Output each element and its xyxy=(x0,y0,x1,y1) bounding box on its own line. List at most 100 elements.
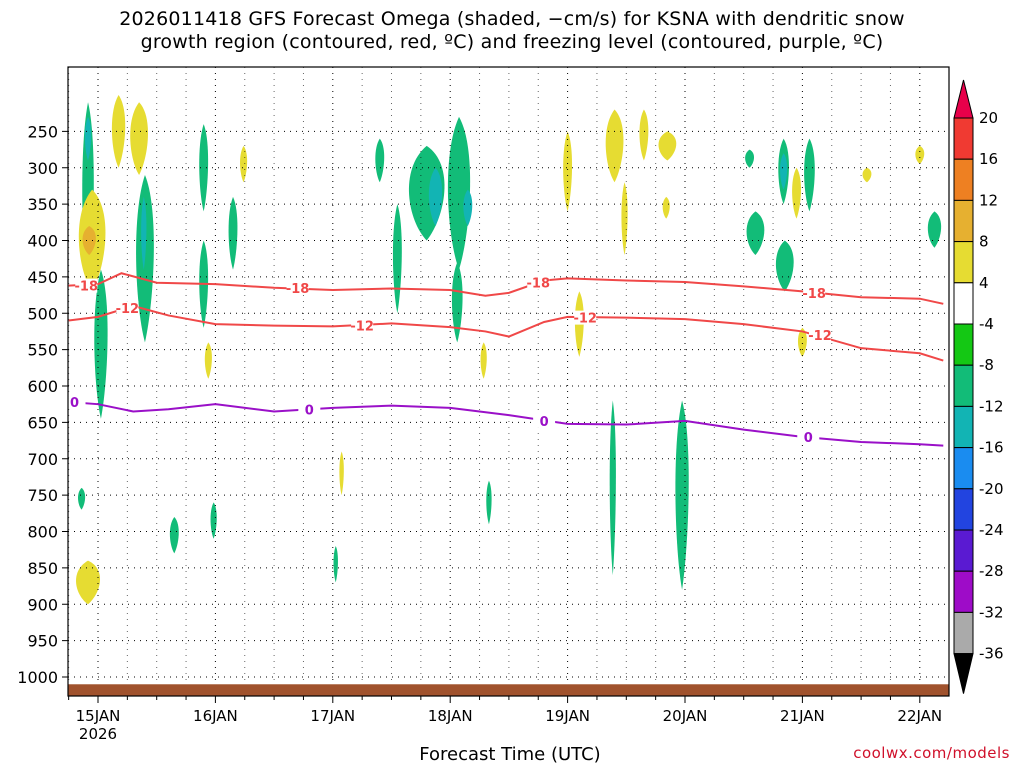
colorbar-label-7: -12 xyxy=(979,397,1004,415)
x-tick-label-16JAN: 16JAN xyxy=(193,707,238,725)
colorbar-label-1: 16 xyxy=(979,150,998,168)
y-tick-label-600: 600 xyxy=(27,377,58,396)
omega-patch-41 xyxy=(792,167,801,219)
contour-label-bg-10 xyxy=(533,413,556,428)
colorbar-band-6 xyxy=(953,364,974,407)
y-tick-label-450: 450 xyxy=(27,268,58,287)
credit-text: coolwx.com/models xyxy=(853,744,1010,762)
colorbar-label-9: -20 xyxy=(979,480,1004,498)
omega-patch-5 xyxy=(130,102,148,176)
x-tick-label-15JAN: 15JAN xyxy=(76,707,121,725)
y-tick-label-700: 700 xyxy=(27,450,58,469)
y-tick-label-800: 800 xyxy=(27,523,58,542)
omega-patch-15 xyxy=(228,196,238,270)
omega-patch-47 xyxy=(915,145,925,165)
contour-label-7: -12 xyxy=(808,329,832,344)
omega-patch-11 xyxy=(169,516,179,554)
contour-label-bg-11 xyxy=(797,429,820,444)
colorbar-band-12 xyxy=(953,611,974,655)
colorbar-label-10: -24 xyxy=(979,521,1004,539)
contour-label-6: -12 xyxy=(573,312,597,327)
colorbar-band-10 xyxy=(953,529,974,572)
omega-patch-4 xyxy=(82,225,96,256)
contour-label-bg-9 xyxy=(298,402,321,417)
colorbar-band-8 xyxy=(953,447,974,490)
contour-label-bg-7 xyxy=(809,328,832,343)
colorbar-bottom-arrow xyxy=(953,653,974,694)
omega-patch-42 xyxy=(804,138,815,212)
colorbar-band-4 xyxy=(953,282,974,325)
colorbar-band-5 xyxy=(953,323,974,366)
omega-patch-9 xyxy=(76,560,101,605)
colorbar-band-7 xyxy=(953,405,974,449)
omega-patch-28 xyxy=(486,480,492,525)
omega-patch-37 xyxy=(675,400,689,590)
colorbar-label-12: -32 xyxy=(979,603,1004,621)
y-tick-label-550: 550 xyxy=(27,341,58,360)
contour-labels: -18 -18 -18 -18 -12 -12 -12 -12 0 0 0 0 xyxy=(63,275,832,446)
omega-patch-48 xyxy=(927,211,942,248)
contour-label-0: -18 xyxy=(75,280,99,295)
colorbar-label-11: -28 xyxy=(979,562,1004,580)
x-tick-label-22JAN: 22JAN xyxy=(897,707,942,725)
omega-patch-20 xyxy=(375,138,385,183)
omega-patch-27 xyxy=(480,342,487,379)
omega-patch-17 xyxy=(210,502,217,539)
y-tick-label-250: 250 xyxy=(27,122,58,141)
x-axis-label: Forecast Time (UTC) xyxy=(0,744,1024,765)
contour--12-1 xyxy=(68,304,944,362)
contour-label-bg-8 xyxy=(63,395,86,410)
y-tick-label-850: 850 xyxy=(27,559,58,578)
omega-patch-44 xyxy=(775,240,794,292)
y-tick-label-500: 500 xyxy=(27,304,58,323)
omega-patch-14 xyxy=(204,342,212,379)
x-axis-label-text: Forecast Time (UTC) xyxy=(419,744,601,765)
colorbar-label-3: 8 xyxy=(979,233,989,251)
omega-patch-7 xyxy=(141,196,147,270)
colorbar-label-0: 20 xyxy=(979,109,998,127)
contour-label-2: -18 xyxy=(527,277,551,292)
colorbar-band-2 xyxy=(953,199,974,243)
y-tick-label-900: 900 xyxy=(27,595,58,614)
contour-label-bg-5 xyxy=(351,318,374,333)
y-tick-label-1000: 1000 xyxy=(17,668,58,687)
ground-band xyxy=(68,684,949,696)
y-axis: 250 300 350 400 450 500 550 600 650 700 750 800 850 9… xyxy=(17,122,68,687)
x-tick-label-18JAN: 18JAN xyxy=(428,707,473,725)
omega-patch-31 xyxy=(605,109,624,183)
y-tick-label-750: 750 xyxy=(27,486,58,505)
omega-patch-29 xyxy=(563,131,573,212)
omega-patch-46 xyxy=(862,167,872,183)
omega-patch-32 xyxy=(639,109,649,161)
contour-label-10: 0 xyxy=(540,415,549,430)
contour-label-bg-2 xyxy=(527,275,550,290)
contour-label-3: -18 xyxy=(802,287,826,302)
ground-surface xyxy=(68,684,949,696)
omega-patch-2 xyxy=(111,95,126,168)
colorbar-top-arrow xyxy=(953,79,974,119)
x-tick-label-19JAN: 19JAN xyxy=(545,707,590,725)
colorbar-label-5: -4 xyxy=(979,315,994,333)
omega-patch-43 xyxy=(746,211,765,256)
omega-patch-8 xyxy=(94,269,108,419)
colorbar-label-8: -16 xyxy=(979,439,1004,457)
omega-patch-33 xyxy=(658,131,677,161)
x-tick-label-20JAN: 20JAN xyxy=(663,707,708,725)
colorbar-label-6: -8 xyxy=(979,356,994,374)
y-tick-label-350: 350 xyxy=(27,195,58,214)
x-tick-sublabel-15JAN: 2026 xyxy=(79,725,117,743)
omega-patch-21 xyxy=(392,204,402,314)
omega-patch-12 xyxy=(199,124,209,212)
contour-label-4: -12 xyxy=(116,302,140,317)
contour--18-0 xyxy=(68,272,944,305)
contour-label-8: 0 xyxy=(70,396,79,411)
x-tick-label-21JAN: 21JAN xyxy=(780,707,825,725)
omega-shading xyxy=(76,95,942,605)
contour-label-bg-1 xyxy=(286,280,309,295)
omega-patch-36 xyxy=(609,400,616,576)
omega-patch-10 xyxy=(78,487,86,510)
contour-label-11: 0 xyxy=(804,431,813,446)
y-tick-label-650: 650 xyxy=(27,413,58,432)
